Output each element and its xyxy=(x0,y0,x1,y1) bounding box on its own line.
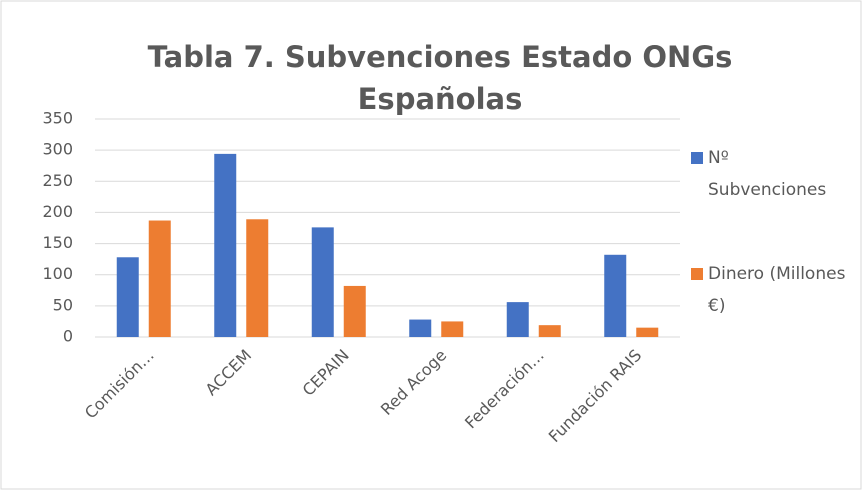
y-tick-label: 0 xyxy=(63,327,73,346)
legend-item: Nº Subvenciones xyxy=(691,142,848,206)
bar xyxy=(116,257,139,337)
x-tick-label: Federación… xyxy=(461,346,548,433)
legend-label: Dinero (Millones €) xyxy=(708,264,846,316)
bar xyxy=(409,319,432,337)
x-tick-label: CEPAIN xyxy=(299,346,353,400)
y-tick-label: 50 xyxy=(53,295,73,314)
bar xyxy=(148,220,171,337)
x-tick-label: Comisión… xyxy=(81,346,158,423)
y-tick-label: 100 xyxy=(42,264,73,283)
bar xyxy=(636,327,659,337)
legend-swatch xyxy=(691,152,703,164)
y-tick-label: 150 xyxy=(42,233,73,252)
bar xyxy=(246,219,269,337)
legend-swatch xyxy=(691,268,703,280)
y-tick-label: 200 xyxy=(42,202,73,221)
y-tick-label: 250 xyxy=(42,171,73,190)
y-tick-label: 350 xyxy=(42,109,73,128)
bar xyxy=(538,325,561,337)
x-tick-label: Red Acoge xyxy=(377,346,450,419)
x-tick-label: ACCEM xyxy=(202,346,256,400)
bar xyxy=(343,285,366,337)
bar xyxy=(604,254,627,337)
bar xyxy=(441,321,464,337)
y-tick-label: 300 xyxy=(42,140,73,159)
bar xyxy=(311,227,334,337)
x-tick-label: Fundación RAIS xyxy=(545,346,645,446)
legend-label: Nº Subvenciones xyxy=(708,148,827,200)
chart-title: Tabla 7. Subvenciones Estado ONGs Españo… xyxy=(147,40,733,116)
bar xyxy=(214,153,237,337)
legend-item: Dinero (Millones €) xyxy=(691,258,848,322)
bar xyxy=(506,302,529,337)
